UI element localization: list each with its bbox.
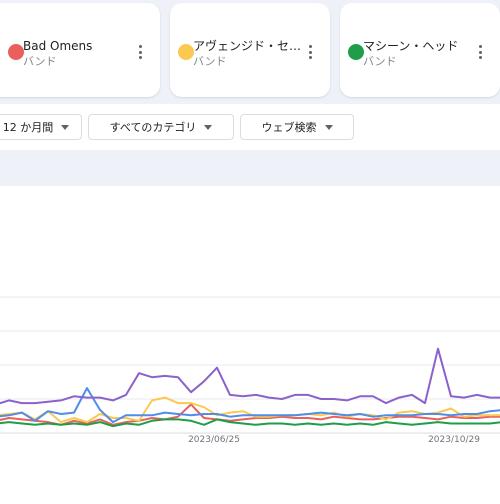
- section-separator: [0, 150, 500, 186]
- search-type-dropdown[interactable]: ウェブ検索: [240, 114, 354, 140]
- series-line-5: [0, 418, 500, 428]
- search-type-dropdown-label: ウェブ検索: [261, 121, 317, 134]
- term-3-more-icon[interactable]: [474, 43, 486, 61]
- term-3-type: バンド: [363, 55, 397, 68]
- term-1-color-dot: [8, 44, 24, 60]
- filter-bar: 12 か月間 すべてのカテゴリ ウェブ検索: [0, 104, 500, 150]
- category-dropdown[interactable]: すべてのカテゴリ: [88, 114, 234, 140]
- term-3-name: マシーン・ヘッド: [363, 39, 459, 53]
- series-line-1: [0, 347, 500, 405]
- interest-over-time-chart: 2023/06/25 2023/10/29: [0, 186, 500, 500]
- chart-series: [0, 347, 500, 428]
- period-dropdown-label: 12 か月間: [2, 121, 54, 134]
- category-caret-icon: [204, 124, 213, 130]
- series-line-4: [0, 403, 500, 426]
- series-line-2: [0, 387, 500, 424]
- term-1-type: バンド: [23, 55, 57, 68]
- comparison-terms-bar: Bad Omens バンド アヴェンジド・セ… バンド マシーン・ヘッド バンド: [0, 0, 500, 104]
- term-card-3[interactable]: マシーン・ヘッド バンド: [340, 3, 500, 97]
- x-tick-label: 2023/10/29: [428, 435, 480, 445]
- term-2-name: アヴェンジド・セ…: [193, 39, 301, 53]
- term-card-1[interactable]: Bad Omens バンド: [0, 3, 160, 97]
- term-2-type: バンド: [193, 55, 227, 68]
- term-1-more-icon[interactable]: [134, 43, 146, 61]
- term-2-color-dot: [178, 44, 194, 60]
- period-dropdown[interactable]: 12 か月間: [0, 114, 82, 140]
- term-2-more-icon[interactable]: [304, 43, 316, 61]
- term-3-color-dot: [348, 44, 364, 60]
- series-line-3: [0, 396, 500, 424]
- term-card-2[interactable]: アヴェンジド・セ… バンド: [170, 3, 330, 97]
- search-type-caret-icon: [324, 124, 333, 130]
- line-chart: 2023/06/25 2023/10/29: [0, 296, 500, 445]
- category-dropdown-label: すべてのカテゴリ: [109, 121, 197, 134]
- period-caret-icon: [61, 124, 70, 130]
- x-tick-label: 2023/06/25: [188, 435, 240, 445]
- term-1-name: Bad Omens: [23, 39, 93, 53]
- x-axis-tick-labels: 2023/06/25 2023/10/29: [188, 435, 480, 445]
